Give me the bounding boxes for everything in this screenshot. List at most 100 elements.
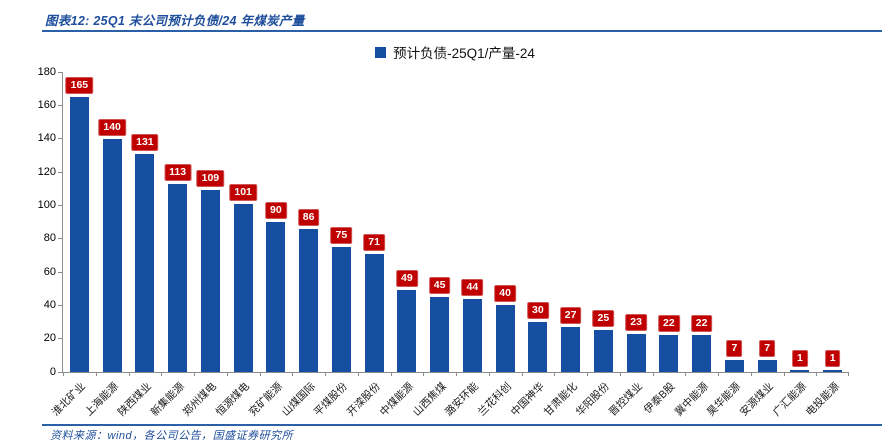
bar-value-label: 109	[196, 170, 225, 188]
x-category-label: 郑州煤电	[181, 380, 220, 419]
bar	[102, 138, 122, 372]
y-axis-tick	[58, 104, 62, 106]
bar	[757, 360, 777, 372]
bar-value-label: 49	[396, 270, 418, 288]
bar-value-label: 140	[98, 118, 126, 136]
footer-divider	[42, 424, 882, 426]
y-axis-tick-label: 20	[43, 332, 56, 345]
bar-value-label: 25	[592, 310, 615, 328]
x-category-label: 中国神华	[508, 380, 547, 419]
bar-value-label: 23	[625, 313, 647, 331]
bar	[364, 253, 384, 372]
x-axis-tick	[619, 372, 621, 376]
bar-chart-plot-area: 0 20 40 60 80 100 120 140 160 180 165 淮北矿业 140 上海能源 13…	[38, 66, 849, 419]
x-category-label: 山西焦煤	[410, 380, 449, 419]
bar-value-label: 75	[330, 227, 353, 244]
x-axis-tick	[226, 372, 228, 376]
x-axis-tick	[456, 372, 457, 376]
x-axis-tick	[423, 372, 425, 376]
y-axis-tick-label: 180	[37, 65, 56, 78]
x-category-label: 新集能源	[148, 380, 187, 419]
y-axis-tick	[58, 238, 62, 240]
bar	[823, 370, 843, 372]
y-axis-tick-label: 60	[43, 265, 56, 278]
bar-value-label: 7	[726, 340, 743, 358]
x-axis-tick	[488, 372, 490, 376]
bar	[462, 298, 482, 372]
legend-label: 预计负债-25Q1/产量-24	[393, 46, 535, 61]
x-axis-tick	[259, 372, 261, 376]
y-axis-tick-label: 0	[49, 365, 56, 378]
x-category-label: 广汇能源	[770, 380, 809, 419]
x-axis-tick	[554, 372, 556, 376]
x-axis-tick	[783, 372, 785, 376]
x-axis-tick	[685, 372, 687, 376]
bar	[790, 370, 810, 372]
bar-value-label: 101	[229, 183, 257, 201]
bar	[430, 297, 450, 372]
y-axis-tick	[58, 138, 62, 140]
legend-swatch-icon	[375, 46, 387, 58]
source-note: 资料来源：wind，各公司公告，国盛证券研究所	[50, 430, 294, 442]
y-axis-tick-label: 100	[37, 198, 56, 211]
bar	[168, 183, 188, 372]
x-category-label: 恒源煤电	[213, 380, 253, 419]
bar	[528, 322, 548, 372]
x-axis-tick	[161, 372, 163, 376]
x-category-label: 华阳股份	[574, 380, 613, 419]
x-category-label: 昊华能源	[705, 380, 744, 419]
x-category-label: 兖矿能源	[246, 380, 285, 419]
bar-value-label: 1	[791, 350, 808, 368]
x-category-label: 平煤股份	[312, 380, 351, 419]
y-axis-tick-label: 40	[43, 298, 56, 311]
x-category-label: 兰花科创	[475, 380, 515, 419]
x-axis-tick	[128, 372, 130, 376]
x-category-label: 潞安环能	[443, 380, 482, 419]
title-divider	[42, 30, 882, 32]
bar-value-label: 71	[363, 233, 385, 251]
y-axis-tick-label: 80	[43, 232, 56, 245]
bar	[299, 228, 319, 372]
bar	[69, 97, 89, 372]
x-axis-tick	[718, 372, 719, 376]
y-axis-tick	[58, 304, 62, 306]
bar	[626, 333, 646, 372]
bar-value-label: 40	[494, 285, 516, 303]
x-category-label: 中煤能源	[377, 380, 416, 419]
y-axis-tick	[58, 71, 62, 73]
y-axis-tick	[58, 338, 62, 340]
y-axis-tick	[58, 371, 62, 373]
bar	[692, 335, 712, 372]
x-category-label: 晋控煤业	[606, 380, 646, 419]
bar	[135, 153, 155, 372]
bar	[200, 190, 220, 372]
bar	[593, 330, 613, 372]
bar	[495, 305, 515, 372]
x-category-label: 安源煤业	[737, 380, 777, 419]
y-axis-tick-label: 160	[37, 98, 56, 111]
y-axis-tick	[58, 171, 62, 173]
bar-value-label: 22	[658, 315, 680, 333]
bar-value-label: 7	[759, 340, 776, 358]
bar	[397, 290, 417, 372]
y-axis-tick	[58, 271, 62, 273]
bar	[724, 360, 744, 372]
bar	[233, 203, 253, 372]
x-axis-tick	[652, 372, 654, 376]
bar-value-label: 27	[559, 307, 582, 324]
chart-legend: 预计负债-25Q1/产量-24	[62, 42, 848, 62]
x-axis-tick	[292, 372, 294, 376]
x-axis-tick	[357, 372, 359, 376]
x-axis-tick	[194, 372, 195, 376]
bar-value-label: 90	[265, 202, 287, 219]
bar-value-label: 45	[428, 277, 451, 294]
x-category-label: 甘肃能化	[541, 380, 580, 419]
bar	[561, 327, 581, 372]
bar-value-label: 165	[65, 77, 94, 94]
x-category-label: 冀中能源	[672, 380, 711, 419]
bar-value-label: 131	[131, 133, 159, 151]
bar	[266, 222, 286, 372]
bar-value-label: 22	[690, 315, 713, 333]
x-axis-tick	[521, 372, 523, 376]
